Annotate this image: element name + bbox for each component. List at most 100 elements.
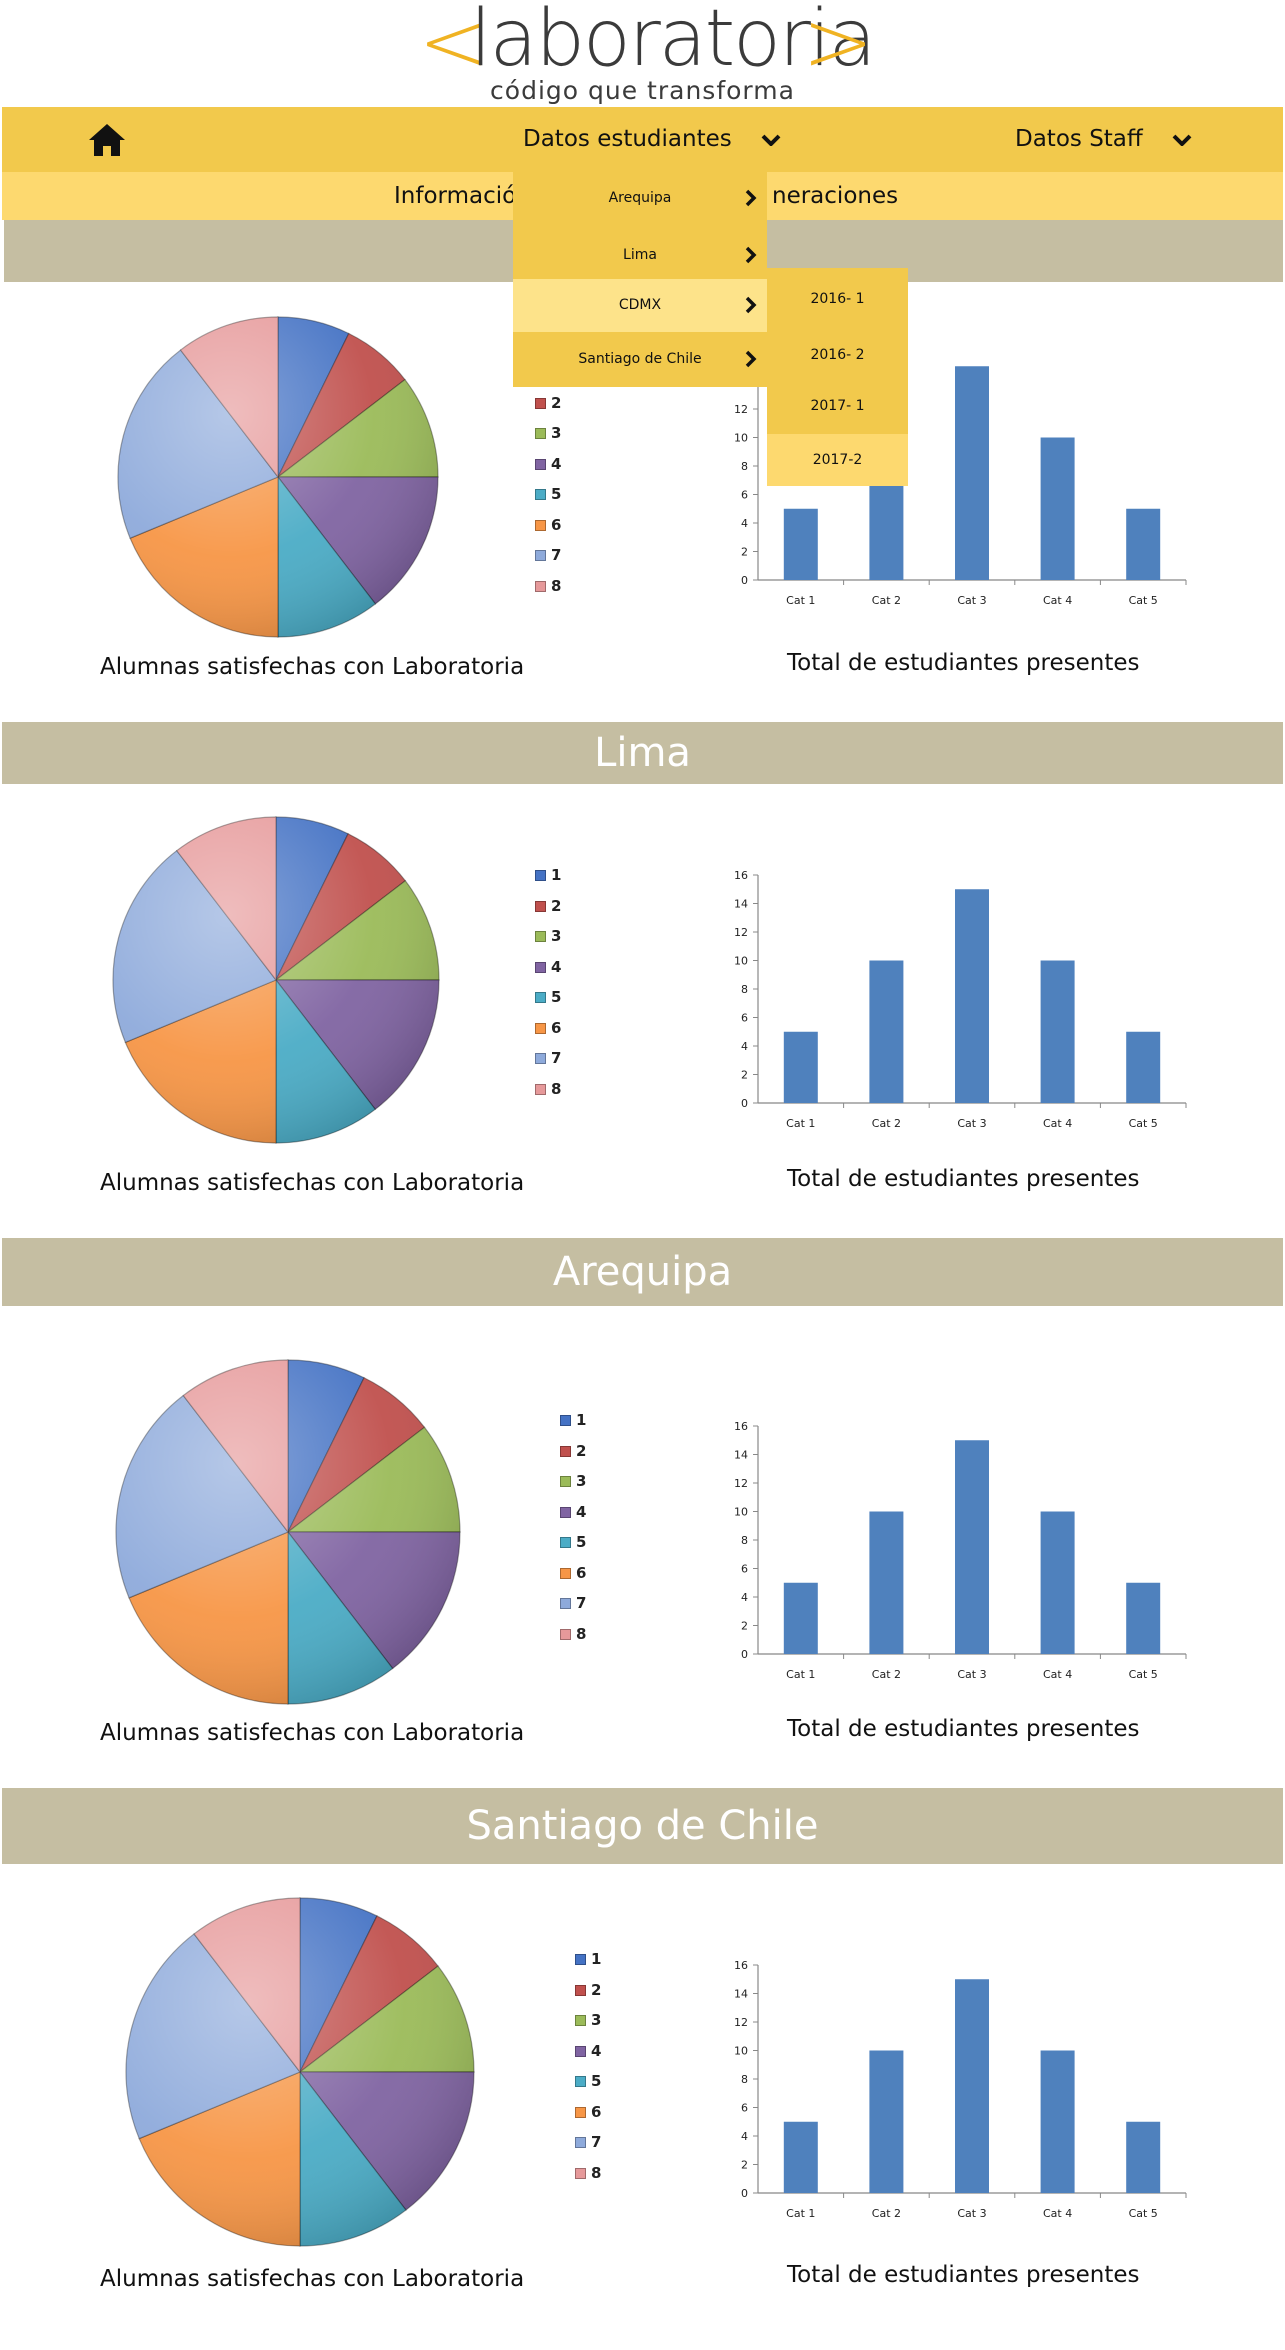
- legend-label: 6: [591, 2102, 602, 2121]
- legend-swatch: [575, 1984, 586, 1996]
- generation-item-2016-2[interactable]: 2016- 2: [767, 331, 908, 379]
- nav-datos-staff-label: Datos Staff: [1015, 126, 1143, 152]
- legend-label: 7: [576, 1594, 587, 1612]
- pie-caption: Alumnas satisfechas con Laboratoria: [100, 2266, 525, 2292]
- legend-label: 8: [551, 576, 562, 595]
- legend-entry: 3: [535, 418, 561, 449]
- y-tick-label: 10: [734, 432, 748, 445]
- legend-entry: 6: [575, 2097, 601, 2128]
- x-tick-label: Cat 2: [872, 594, 901, 607]
- chevron-right-icon: [745, 246, 757, 264]
- x-tick-label: Cat 2: [872, 1117, 901, 1130]
- legend-entry: 4: [535, 449, 561, 480]
- dropdown-item-cdmx[interactable]: CDMX: [513, 279, 767, 332]
- satisfaction-pie-chart: [117, 316, 439, 638]
- dropdown-item-label: Arequipa: [608, 190, 672, 206]
- bar-cat-3: [955, 889, 989, 1103]
- bar-cat-3: [955, 366, 989, 580]
- legend-swatch: [535, 1053, 546, 1064]
- pie-caption: Alumnas satisfechas con Laboratoria: [100, 1720, 525, 1746]
- y-tick-label: 8: [741, 460, 748, 473]
- chevron-right-icon: [745, 296, 757, 314]
- legend-entry: 7: [535, 1043, 561, 1074]
- x-tick-label: Cat 5: [1129, 1668, 1158, 1681]
- satisfaction-pie-chart: [125, 1897, 475, 2247]
- pie-highlight: [113, 817, 439, 1143]
- y-tick-label: 16: [734, 1959, 748, 1972]
- attendance-bar-chart: 0 2 4 6 8 10 12 14 16 Cat 1 Cat 2 Cat 3 Cat 4 Cat 5: [734, 869, 1187, 1130]
- legend-entry: 3: [560, 1466, 586, 1497]
- legend-swatch: [535, 550, 546, 561]
- y-tick-label: 16: [734, 1420, 748, 1433]
- bar-caption: Total de estudiantes presentes: [787, 2262, 1140, 2288]
- dropdown-item-santiago[interactable]: Santiago de Chile: [513, 332, 767, 387]
- y-tick-label: 10: [734, 2045, 748, 2058]
- legend-label: 6: [551, 515, 562, 534]
- legend-entry: 4: [560, 1497, 586, 1528]
- x-tick-label: Cat 3: [957, 1668, 986, 1681]
- y-tick-label: 4: [741, 2130, 748, 2143]
- y-tick-label: 12: [734, 1477, 748, 1490]
- bar-cat-5: [1126, 508, 1161, 580]
- x-tick-label: Cat 4: [1043, 594, 1072, 607]
- legend-entry: 8: [535, 1074, 561, 1105]
- y-tick-label: 2: [741, 2159, 748, 2172]
- legend-swatch: [575, 2015, 586, 2026]
- legend-swatch: [560, 1628, 571, 1640]
- nav-datos-estudiantes-label: Datos estudiantes: [523, 126, 732, 152]
- bar-cat-2: [869, 1511, 904, 1654]
- pie-caption: Alumnas satisfechas con Laboratoria: [100, 654, 525, 680]
- generation-item-2016-1[interactable]: 2016- 1: [767, 268, 908, 331]
- chevron-right-icon: [745, 189, 757, 207]
- dropdown-item-label: Santiago de Chile: [578, 351, 702, 367]
- nav-datos-estudiantes[interactable]: Datos estudiantes: [523, 107, 781, 172]
- subnav-generaciones-link[interactable]: neraciones: [772, 183, 899, 209]
- bar-caption: Total de estudiantes presentes: [787, 1166, 1140, 1192]
- y-tick-label: 2: [741, 546, 748, 559]
- y-tick-label: 12: [734, 403, 748, 416]
- legend-label: 2: [576, 1441, 587, 1460]
- legend-label: 2: [551, 896, 562, 915]
- x-tick-label: Cat 3: [957, 2207, 986, 2220]
- legend-label: 3: [591, 2011, 602, 2029]
- pie-caption: Alumnas satisfechas con Laboratoria: [100, 1170, 525, 1196]
- legend-label: 4: [576, 1502, 587, 1521]
- home-icon[interactable]: [88, 123, 126, 157]
- legend-label: 8: [591, 2163, 602, 2182]
- legend-swatch: [535, 397, 546, 409]
- generation-item-2017-1[interactable]: 2017- 1: [767, 379, 908, 434]
- legend-entry: 4: [575, 2036, 601, 2067]
- section-title: Arequipa: [2, 1238, 1283, 1306]
- x-tick-label: Cat 3: [957, 1117, 986, 1130]
- legend-swatch: [535, 992, 546, 1003]
- legend-label: 5: [551, 485, 562, 503]
- legend-swatch: [575, 1954, 586, 1965]
- y-tick-label: 12: [734, 2016, 748, 2029]
- satisfaction-pie-chart: [112, 816, 440, 1144]
- legend-label: 4: [551, 454, 562, 473]
- x-tick-label: Cat 2: [872, 1668, 901, 1681]
- legend-swatch: [560, 1598, 571, 1609]
- x-tick-label: Cat 5: [1129, 1117, 1158, 1130]
- bar-cat-2: [869, 960, 904, 1103]
- legend-entry: 7: [575, 2127, 601, 2158]
- legend-label: 7: [591, 2133, 602, 2151]
- legend-entry: 7: [535, 540, 561, 571]
- legend-swatch: [575, 2045, 586, 2057]
- legend-label: 2: [551, 393, 562, 412]
- legend-entry: 6: [535, 1013, 561, 1044]
- generation-dropdown: 2016- 1 2016- 2 2017- 1 2017-2: [767, 268, 908, 486]
- nav-datos-staff[interactable]: Datos Staff: [1015, 107, 1192, 172]
- subnav-info-link[interactable]: Informació: [394, 183, 517, 209]
- dropdown-item-arequipa[interactable]: Arequipa: [513, 165, 767, 231]
- dropdown-item-lima[interactable]: Lima: [513, 231, 767, 279]
- generation-item-2017-2[interactable]: 2017-2: [767, 434, 908, 486]
- x-tick-label: Cat 4: [1043, 1117, 1072, 1130]
- legend-label: 5: [551, 988, 562, 1006]
- legend-entry: 2: [575, 1975, 601, 2006]
- legend-swatch: [535, 458, 546, 470]
- y-tick-label: 10: [734, 1506, 748, 1519]
- y-tick-label: 14: [734, 1449, 748, 1462]
